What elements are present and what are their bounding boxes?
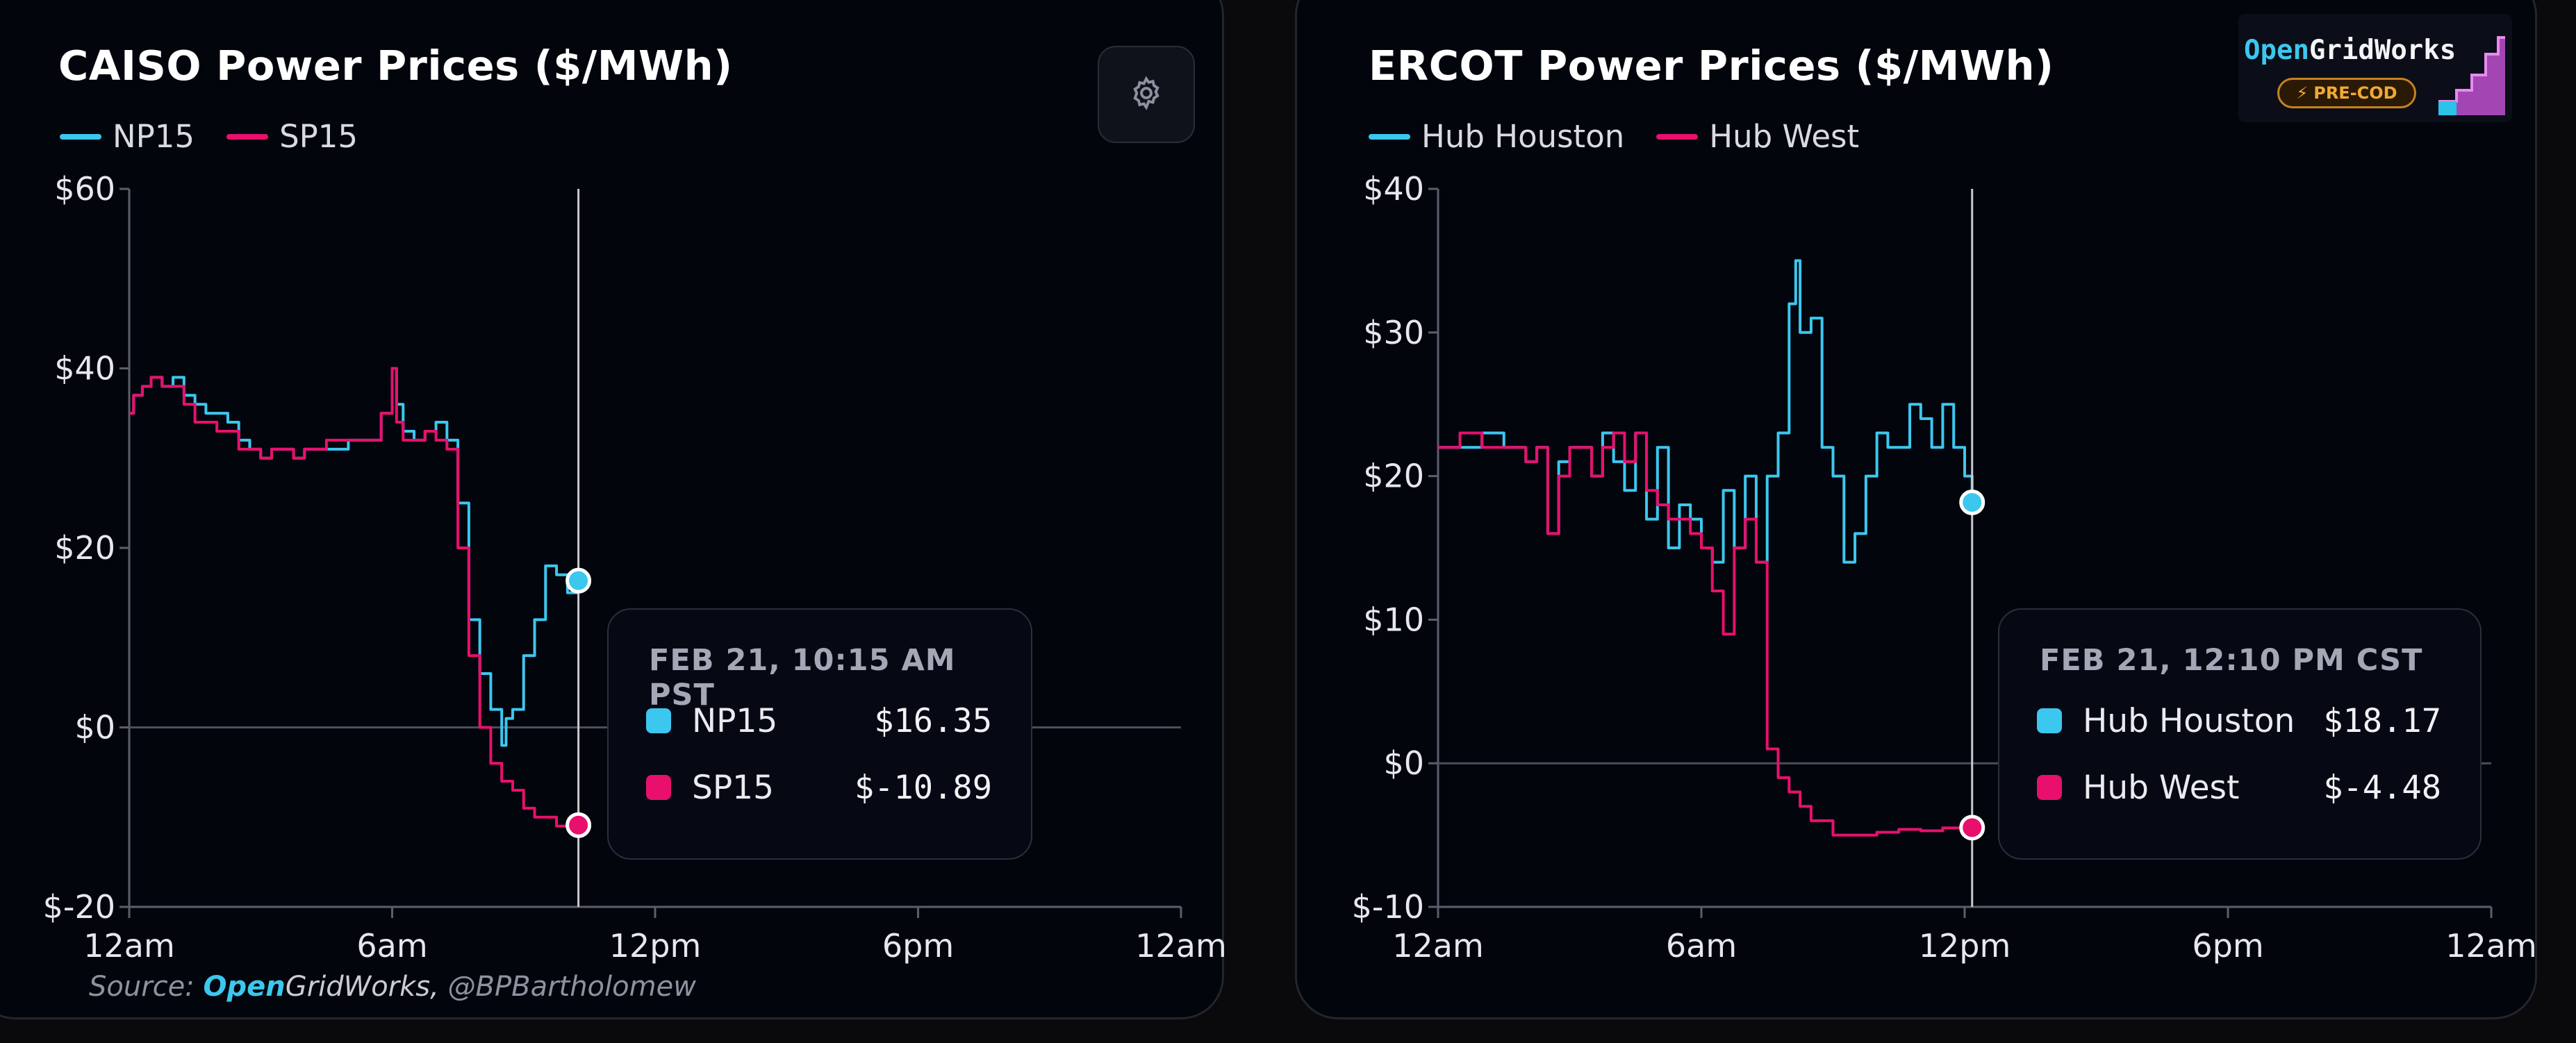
legend-label: Hub West: [1709, 118, 1860, 155]
y-tick-label: $60: [54, 170, 115, 208]
legend-label: SP15: [279, 118, 358, 155]
tooltip-series-value: $16.35: [874, 701, 992, 740]
series-line-hub-west: [1438, 431, 1974, 837]
source-credit: Source: OpenGridWorks, @BPBartholomew: [89, 971, 696, 1003]
tooltip-time: FEB 21, 12:10 PM CST: [2040, 643, 2423, 678]
tooltip-series-value: $18.17: [2323, 701, 2441, 740]
source-brand-open: Open: [203, 971, 286, 1003]
x-tick-label: 12am: [1135, 927, 1227, 965]
opengridworks-logo: OpenGridWorks ⚡ PRE-COD: [2238, 14, 2512, 122]
lightning-icon: ⚡: [2296, 83, 2309, 103]
tooltip-series-value: $-4.48: [2323, 768, 2441, 807]
x-tick-label: 12am: [83, 927, 175, 965]
x-tick-label: 6am: [1666, 927, 1737, 965]
tooltip-series-name: NP15: [692, 701, 778, 740]
tooltip-row-np15: NP15 $16.35: [646, 700, 992, 742]
legend-swatch: [1369, 133, 1410, 140]
series-line-sp15: [129, 367, 580, 828]
tooltip-swatch: [2037, 708, 2062, 733]
tooltip-time: FEB 21, 10:15 AM PST: [649, 643, 956, 712]
y-tick-label: $20: [1363, 458, 1424, 495]
source-handle: @BPBartholomew: [438, 971, 696, 1003]
source-prefix: Source:: [89, 971, 204, 1003]
legend-swatch: [60, 133, 101, 140]
tooltip-row-hub-west: Hub West $-4.48: [2037, 767, 2441, 808]
y-tick-label: $-20: [43, 888, 115, 926]
legend-swatch: [1656, 133, 1699, 140]
legend-item-np15[interactable]: NP15: [60, 118, 195, 155]
y-tick-label: $40: [54, 350, 115, 387]
tooltip-series-name: Hub West: [2083, 768, 2240, 807]
logo-open: Open: [2244, 35, 2309, 66]
x-tick-label: 12pm: [609, 927, 702, 965]
legend-item-hub-west[interactable]: Hub West: [1656, 118, 1859, 155]
chart-tooltip: FEB 21, 10:15 AM PST NP15 $16.35 SP15 $-…: [607, 608, 1032, 860]
y-tick-label: $20: [54, 529, 115, 567]
logo-wordmark: OpenGridWorks: [2244, 35, 2456, 66]
chart-legend: Hub Houston Hub West: [1369, 118, 1859, 155]
x-tick-label: 12am: [2445, 927, 2537, 965]
tooltip-series-name: Hub Houston: [2083, 701, 2295, 740]
x-tick-label: 6am: [356, 927, 427, 965]
legend-swatch: [226, 133, 269, 140]
y-tick-label: $-10: [1352, 888, 1424, 926]
y-tick-label: $0: [1383, 744, 1424, 782]
settings-button[interactable]: [1098, 46, 1195, 143]
x-tick-label: 6pm: [2192, 927, 2263, 965]
y-tick-label: $30: [1363, 314, 1424, 351]
chart-legend: NP15 SP15: [60, 118, 358, 155]
tooltip-row-hub-houston: Hub Houston $18.17: [2037, 700, 2441, 742]
pre-cod-badge: ⚡ PRE-COD: [2277, 78, 2416, 108]
legend-label: NP15: [113, 118, 195, 155]
x-tick-label: 12am: [1392, 927, 1484, 965]
y-tick-label: $40: [1363, 170, 1424, 208]
tooltip-series-name: SP15: [692, 768, 774, 807]
legend-item-sp15[interactable]: SP15: [226, 118, 358, 155]
y-tick-label: $0: [74, 709, 115, 746]
x-tick-label: 6pm: [882, 927, 954, 965]
y-tick-label: $10: [1363, 601, 1424, 638]
chart-tooltip: FEB 21, 12:10 PM CST Hub Houston $18.17 …: [1998, 608, 2482, 860]
tooltip-series-value: $-10.89: [854, 768, 992, 807]
tooltip-swatch: [646, 775, 671, 800]
series-line-hub-houston: [1438, 259, 1974, 564]
tooltip-swatch: [646, 708, 671, 733]
logo-rest: GridWorks: [2309, 35, 2457, 66]
legend-label: Hub Houston: [1421, 118, 1625, 155]
legend-item-hub-houston[interactable]: Hub Houston: [1369, 118, 1624, 155]
x-tick-label: 12pm: [1919, 927, 2011, 965]
tooltip-swatch: [2037, 775, 2062, 800]
gear-icon: [1128, 75, 1164, 114]
hover-marker-hub-west: [1959, 815, 1985, 841]
chart-title: ERCOT Power Prices ($/MWh): [1369, 42, 2054, 90]
chart-title: CAISO Power Prices ($/MWh): [58, 42, 733, 90]
source-brand-rest: GridWorks,: [285, 971, 439, 1003]
badge-label: PRE-COD: [2313, 83, 2397, 103]
tooltip-row-sp15: SP15 $-10.89: [646, 767, 992, 808]
hover-marker-hub-houston: [1959, 489, 1985, 515]
hover-marker-np15: [565, 567, 592, 594]
hover-marker-sp15: [565, 812, 592, 838]
